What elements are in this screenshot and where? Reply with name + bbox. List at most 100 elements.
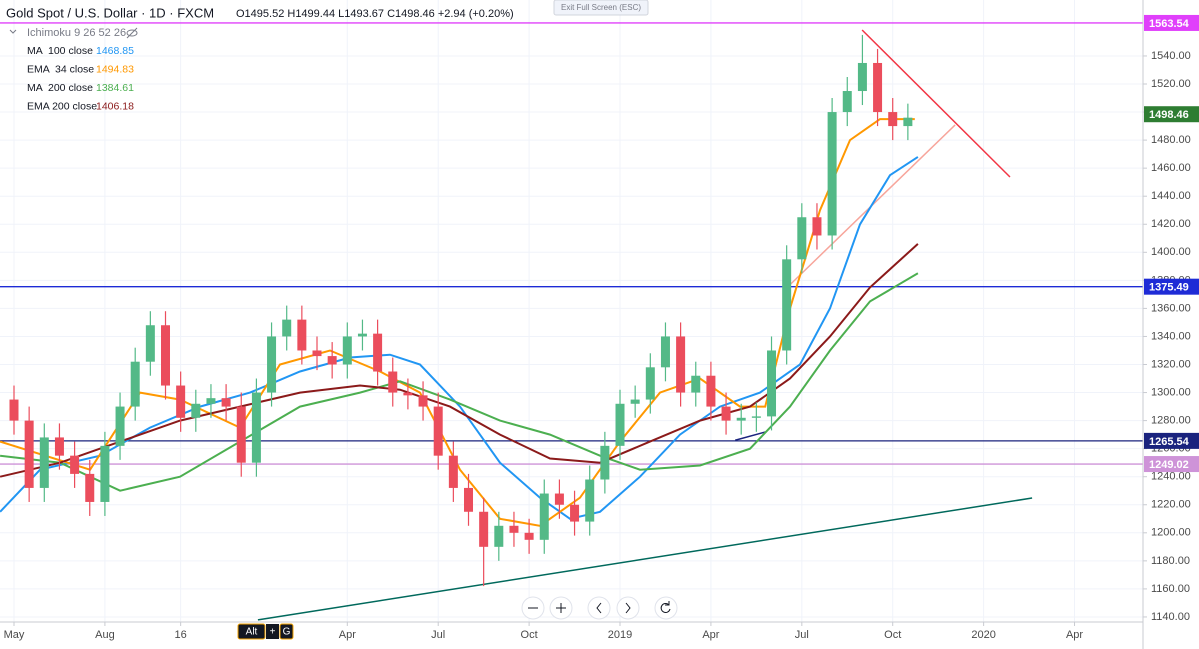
candle-body: [797, 217, 807, 260]
candle-body: [812, 217, 822, 236]
candle-body: [54, 437, 64, 456]
candle-body: [857, 62, 867, 92]
candle-body: [85, 473, 95, 502]
x-tick-label: Oct: [884, 629, 901, 641]
candle-body: [70, 455, 80, 474]
x-tick-label: May: [4, 629, 25, 641]
exit-fullscreen-label[interactable]: Exit Full Screen (ESC): [561, 3, 641, 12]
candle-body: [767, 350, 777, 417]
x-tick-label: 16: [175, 629, 187, 641]
candle-body: [161, 325, 171, 386]
legend-value: 1494.83: [96, 63, 134, 75]
scroll-right-icon: [625, 602, 631, 614]
candle-body: [9, 399, 19, 421]
candle-body: [903, 117, 913, 127]
candle-body: [479, 511, 489, 547]
navigation: [521, 596, 678, 620]
moving-average: [0, 243, 919, 478]
candle-body: [388, 371, 398, 393]
candle-body: [373, 333, 383, 372]
hide-icon[interactable]: [126, 27, 138, 39]
x-tick-label: Apr: [339, 629, 356, 641]
candle-body: [539, 493, 549, 540]
x-tick-label: Apr: [702, 629, 719, 641]
candle-body: [433, 406, 443, 456]
candle-body: [888, 112, 898, 127]
y-tick-label: 1420.00: [1151, 218, 1191, 230]
y-tick-label: 1400.00: [1151, 246, 1191, 258]
ohlc: O1495.52 H1499.44 L1493.67 C1498.46 +2.9…: [236, 8, 514, 20]
candle-body: [736, 417, 746, 421]
exit-fullscreen[interactable]: [553, 0, 649, 16]
candle-body: [842, 91, 852, 113]
reset[interactable]: [654, 596, 678, 620]
shortcut-key-label: Alt: [246, 627, 258, 638]
candle-body: [39, 437, 49, 488]
collapse-icon[interactable]: [9, 29, 17, 34]
candle-body: [554, 493, 564, 505]
indicator-ichimoku: Ichimoku 9 26 52 26: [27, 27, 126, 39]
y-tick-label: 1480.00: [1151, 134, 1191, 146]
y-tick-label: 1180.00: [1151, 555, 1190, 567]
candle-body: [660, 336, 670, 368]
candle-body: [418, 395, 428, 407]
moving-average: [0, 272, 919, 492]
trend-line: [861, 29, 1011, 178]
price-label-text: 1265.54: [1149, 436, 1190, 448]
shortcut-key: [237, 623, 266, 640]
price-label-text: 1563.54: [1149, 18, 1190, 30]
price-label-text: 1498.46: [1149, 109, 1189, 121]
price-label: [1144, 432, 1199, 449]
candle-body: [130, 361, 140, 407]
y-tick-label: 1140.00: [1151, 611, 1190, 623]
candle-body: [327, 356, 337, 365]
y-tick-label: 1540.00: [1151, 50, 1191, 62]
candle-body: [251, 392, 261, 463]
x-tick-label: Aug: [95, 629, 115, 641]
legend-value: 1406.18: [96, 101, 134, 113]
candle-body: [873, 62, 883, 113]
symbol-title: Gold Spot / U.S. Dollar · 1D · FXCM: [6, 5, 214, 20]
y-tick-label: 1300.00: [1151, 386, 1191, 398]
plot-area: [0, 0, 1143, 622]
candle-body: [600, 445, 610, 480]
y-tick-label: 1160.00: [1151, 583, 1190, 595]
candle-body: [357, 333, 367, 337]
y-tick-label: 1240.00: [1151, 471, 1191, 483]
y-tick-label: 1200.00: [1151, 527, 1191, 539]
shortcut-key-label: G: [283, 627, 291, 638]
candle-body: [297, 319, 307, 351]
candle-body: [827, 112, 837, 236]
legend-name: EMA 200 close: [27, 101, 97, 113]
y-tick-label: 1320.00: [1151, 358, 1191, 370]
candle-body: [494, 525, 504, 547]
price-label: [1144, 106, 1199, 123]
candle-body: [221, 398, 231, 407]
candle-body: [342, 336, 352, 365]
candle-body: [267, 336, 277, 393]
price-label: [1144, 278, 1199, 295]
y-tick-label: 1440.00: [1151, 190, 1191, 202]
scroll-right[interactable]: [616, 596, 640, 620]
candle-body: [751, 416, 761, 418]
x-tick-label: Jul: [431, 629, 445, 641]
legend-value: 1468.85: [96, 45, 134, 57]
candle-body: [176, 385, 186, 418]
candle-body: [115, 406, 125, 446]
shortcut-key-label: +: [270, 627, 276, 638]
candle-body: [236, 406, 246, 463]
y-tick-label: 1460.00: [1151, 162, 1191, 174]
candle-body: [191, 403, 201, 418]
x-tick-label: Oct: [521, 629, 538, 641]
scroll-left[interactable]: [587, 596, 611, 620]
candle-body: [24, 420, 34, 488]
candle-body: [448, 455, 458, 488]
trend-line: [734, 431, 766, 441]
price-label-text: 1375.49: [1149, 282, 1189, 294]
legend-name: EMA 34 close: [27, 63, 94, 75]
price-label-text: 1249.02: [1149, 459, 1189, 471]
candle-body: [524, 532, 534, 540]
price-label: [1144, 14, 1199, 31]
candle-body: [312, 350, 322, 357]
